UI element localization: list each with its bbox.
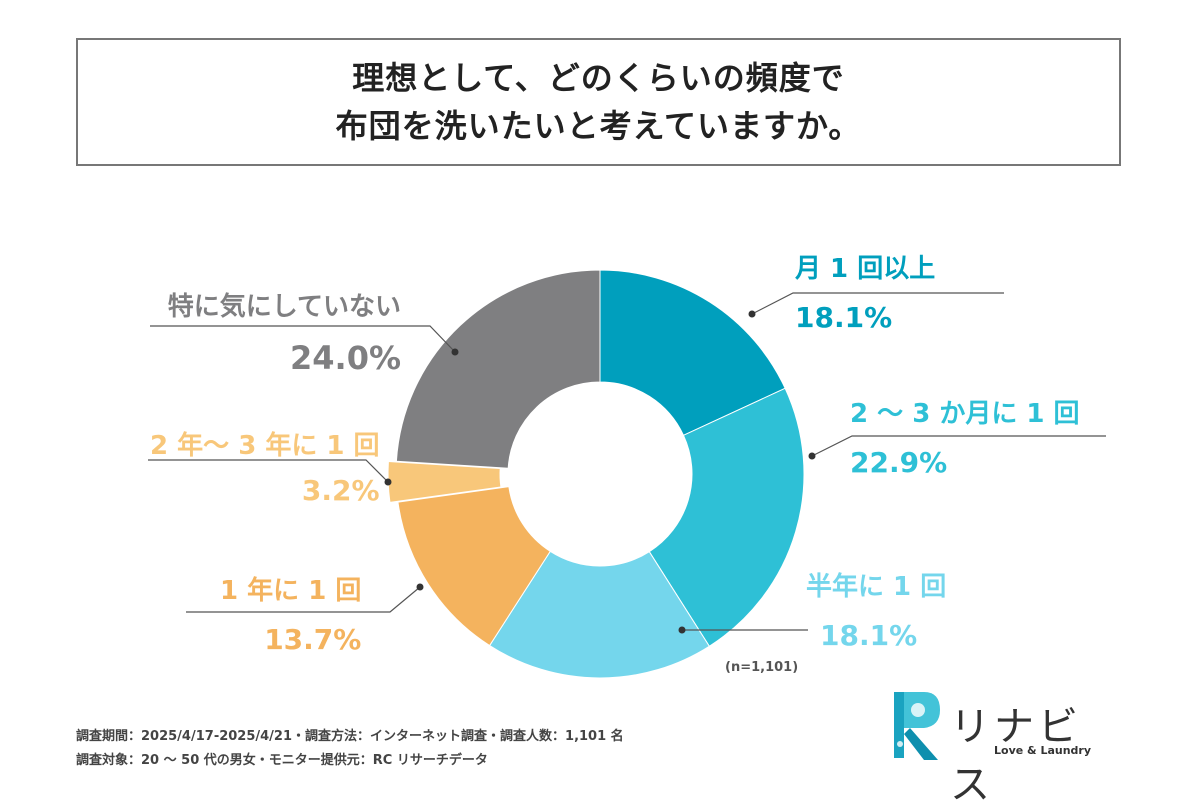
slice-2-3-months bbox=[648, 387, 805, 647]
label-2-3-years-name: 2 年〜 3 年に 1 回 bbox=[150, 431, 380, 461]
label-no-concern-value: 24.0% bbox=[290, 339, 402, 377]
label-half-year-name: 半年に 1 回 bbox=[806, 572, 947, 602]
leader-2-3-years-dot bbox=[384, 478, 392, 486]
label-no-concern: 特に気にしていない 24.0% bbox=[150, 286, 401, 377]
label-2-3-months: 2 〜 3 か月に 1 回 22.9% bbox=[850, 393, 1080, 479]
label-2-3-years-value: 3.2% bbox=[301, 474, 380, 507]
logo-tagline: Love & Laundry bbox=[994, 744, 1092, 757]
label-monthly-name: 月 1 回以上 bbox=[795, 254, 936, 284]
leader-yearly-dot bbox=[416, 583, 424, 591]
slice-monthly bbox=[599, 269, 786, 437]
leader-2-3-months bbox=[811, 435, 1106, 457]
footer-line-1: 調査期間：2025/4/17-2025/4/21・調査方法：インターネット調査・… bbox=[76, 729, 624, 744]
label-2-3-years: 2 年〜 3 年に 1 回 3.2% bbox=[150, 425, 380, 507]
leader-2-3-years bbox=[148, 459, 389, 483]
brand-logo: リナビス Love & Laundry bbox=[888, 688, 1118, 808]
slice-no-concern bbox=[395, 269, 601, 469]
leader-monthly bbox=[751, 292, 1004, 315]
slice-2-3-years bbox=[387, 460, 502, 503]
label-monthly: 月 1 回以上 18.1% bbox=[795, 248, 935, 334]
title-line-2: 布団を洗いたいと考えていますか。 bbox=[335, 107, 862, 145]
label-half-year: 半年に 1 回 18.1% bbox=[806, 566, 946, 652]
title-line-1: 理想として、どのくらいの頻度で bbox=[352, 59, 845, 97]
label-yearly-value: 13.7% bbox=[264, 623, 362, 656]
label-yearly: 1 年に 1 回 13.7% bbox=[220, 570, 361, 656]
leader-no-concern bbox=[150, 325, 456, 353]
footer-line-2: 調査対象：20 〜 50 代の男女・モニター提供元：RC リサーチデータ bbox=[76, 753, 488, 768]
slice-half-year bbox=[488, 550, 710, 679]
leader-yearly bbox=[186, 586, 421, 613]
leader-half-year-dot bbox=[678, 626, 686, 634]
slice-yearly bbox=[397, 486, 551, 647]
leader-monthly-dot bbox=[748, 310, 756, 318]
leader-no-concern-dot bbox=[451, 348, 459, 356]
label-2-3-months-name: 2 〜 3 か月に 1 回 bbox=[850, 399, 1080, 429]
label-yearly-name: 1 年に 1 回 bbox=[220, 576, 362, 606]
label-half-year-value: 18.1% bbox=[820, 619, 918, 652]
leader-2-3-months-dot bbox=[808, 452, 816, 460]
label-monthly-value: 18.1% bbox=[795, 301, 893, 334]
title-box: 理想として、どのくらいの頻度で 布団を洗いたいと考えていますか。 bbox=[76, 38, 1121, 166]
sample-size-note: (n=1,101) bbox=[725, 660, 799, 675]
logo-mark-icon bbox=[894, 692, 940, 760]
label-2-3-months-value: 22.9% bbox=[850, 446, 948, 479]
label-no-concern-name: 特に気にしていない bbox=[167, 292, 402, 322]
